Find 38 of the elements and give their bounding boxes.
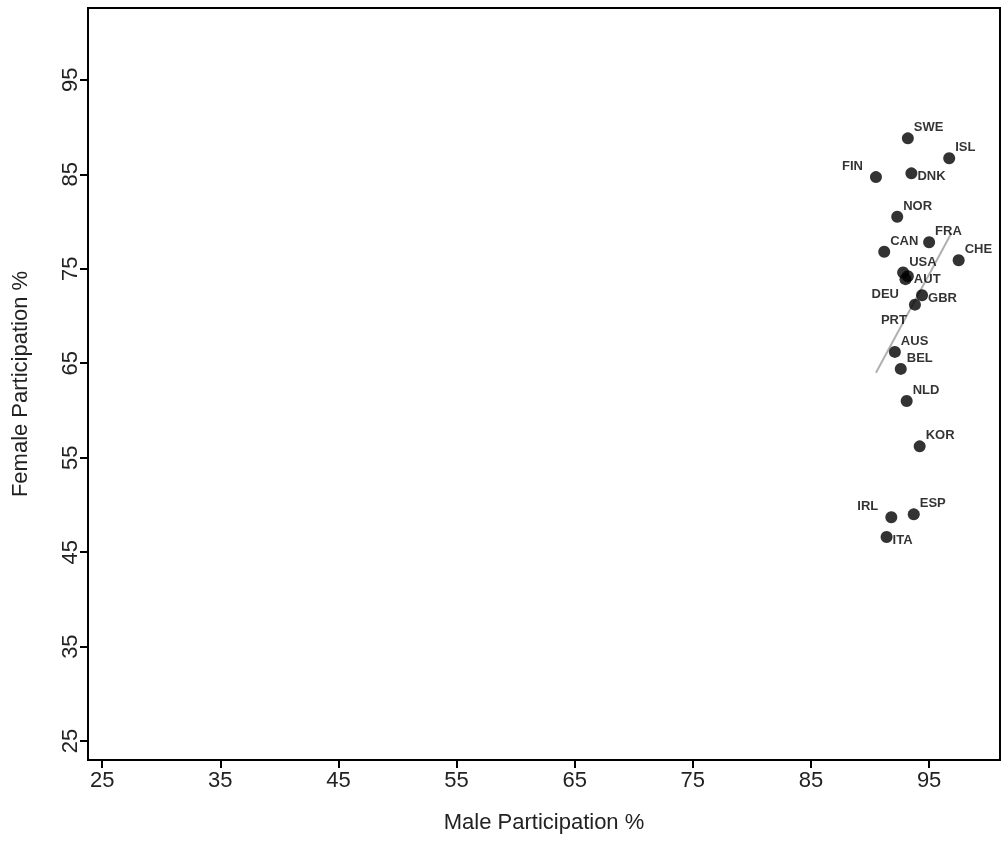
y-axis-title: Female Participation %: [6, 270, 32, 498]
x-tick-label: 55: [444, 766, 469, 792]
annotation: FRA: [935, 223, 963, 239]
annotation: ISL: [955, 139, 976, 155]
annotation: FIN: [841, 158, 863, 174]
annotation: NLD: [912, 382, 940, 398]
annotation: GBR: [928, 290, 958, 306]
annotation: DNK: [917, 168, 947, 184]
annotation: ITA: [892, 532, 914, 548]
annotation: SWE: [913, 119, 944, 135]
y-tick-label: 45: [56, 539, 82, 565]
x-tick-label: 85: [798, 766, 824, 792]
x-tick-label: 35: [208, 766, 233, 792]
annotation: CHE: [964, 241, 993, 257]
annotation: AUT: [913, 271, 941, 287]
annotation: KOR: [925, 427, 956, 443]
annotation: ESP: [919, 495, 947, 511]
y-tick-label: 65: [56, 350, 82, 376]
annotation: IRL: [857, 498, 879, 514]
y-tick-label: 35: [56, 634, 82, 659]
annotation: NOR: [903, 197, 933, 213]
annotation: DEU: [871, 286, 899, 302]
annotation: USA: [909, 253, 938, 269]
y-tick-label: 95: [56, 67, 82, 93]
x-tick-label: 75: [680, 766, 706, 792]
x-axis-title: Male Participation %: [443, 808, 645, 834]
x-tick-label: 65: [562, 766, 587, 792]
y-tick-label: 85: [56, 162, 82, 187]
y-tick-label: 25: [56, 728, 82, 754]
x-tick-label: 25: [89, 766, 115, 792]
annotation: CAN: [890, 232, 919, 248]
y-tick-label: 55: [56, 445, 82, 470]
annotation: BEL: [906, 349, 933, 365]
x-tick-label: 45: [326, 766, 351, 792]
annotation: AUS: [900, 332, 929, 348]
annotation: PRT: [880, 311, 907, 327]
x-tick-label: 95: [916, 766, 942, 792]
y-tick-label: 75: [56, 256, 82, 281]
